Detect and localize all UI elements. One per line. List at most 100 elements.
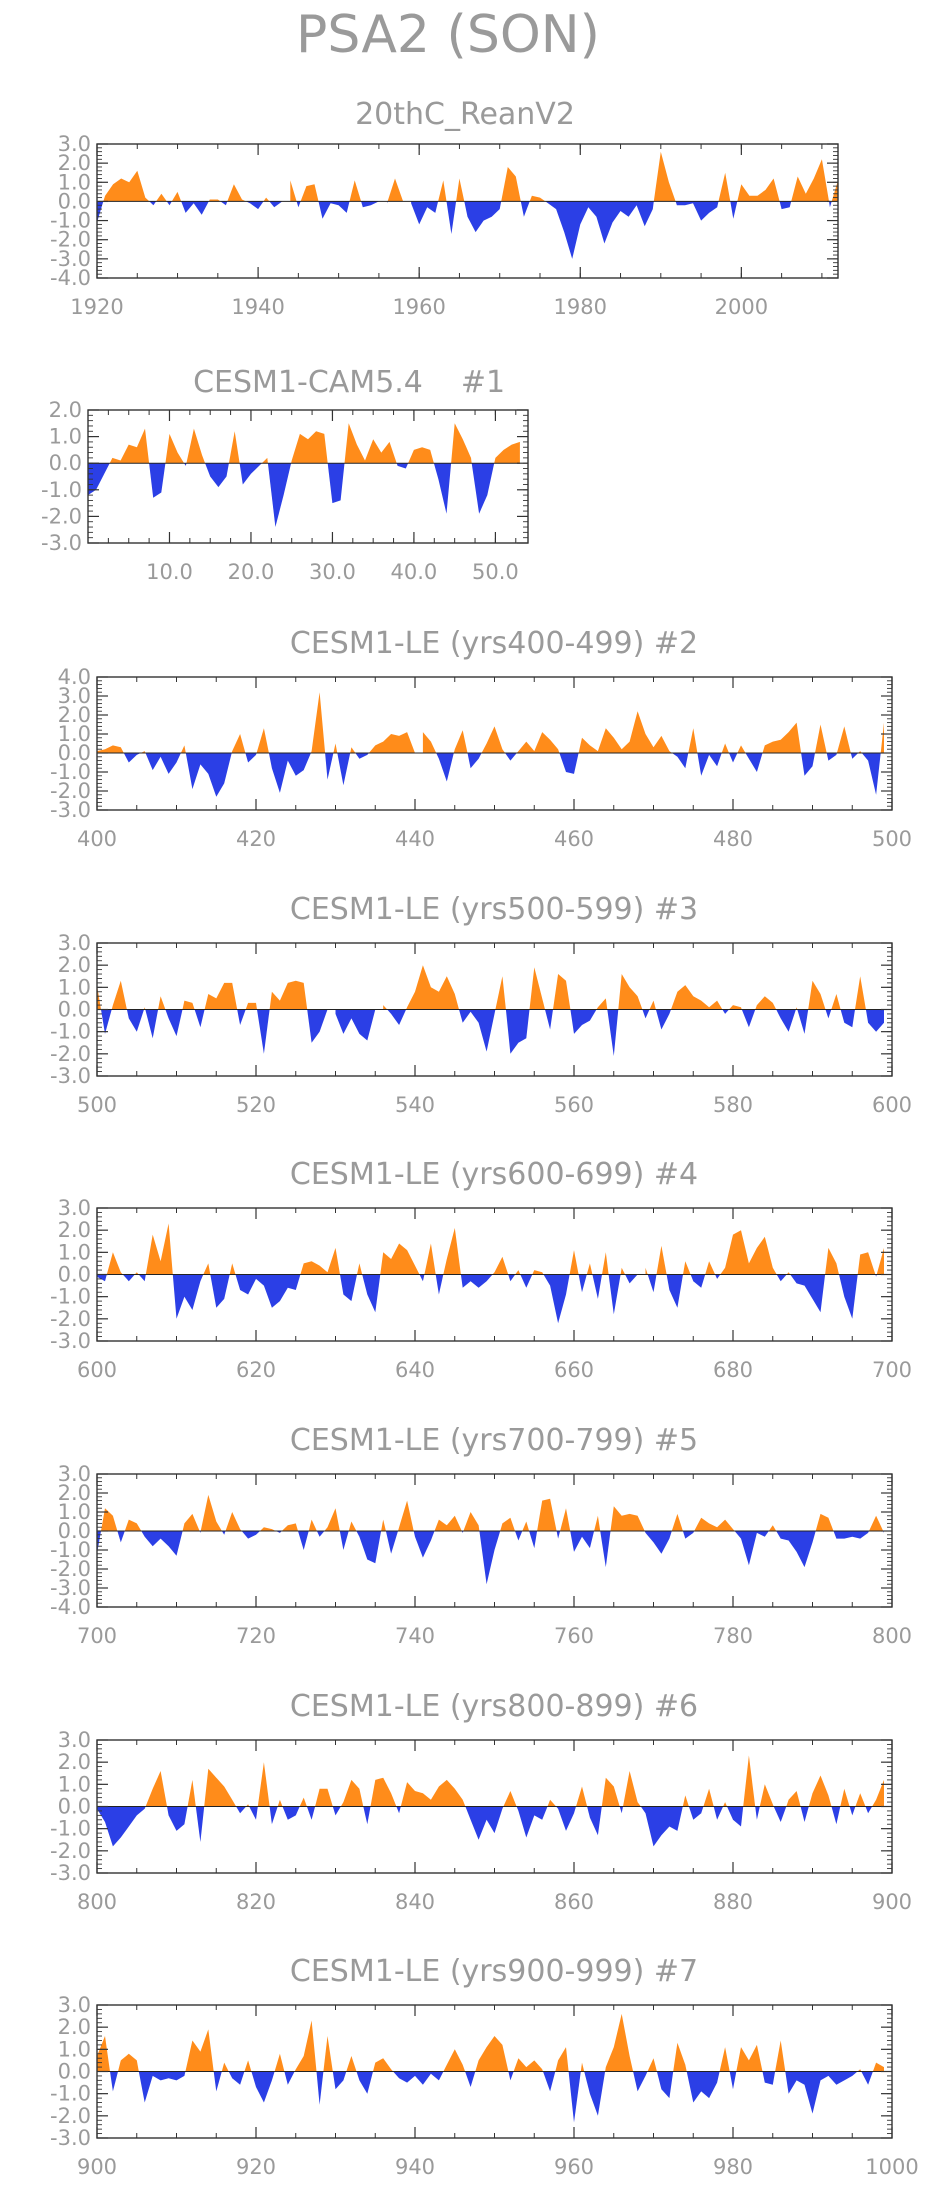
negative-area bbox=[545, 1009, 553, 1030]
positive-area bbox=[383, 1005, 388, 1010]
negative-area bbox=[195, 1806, 205, 1842]
positive-area bbox=[840, 1788, 850, 1807]
x-tick-label: 620 bbox=[236, 1358, 276, 1382]
negative-area bbox=[516, 1806, 548, 1838]
y-tick-label: -3.0 bbox=[50, 2126, 91, 2150]
positive-area bbox=[501, 167, 521, 202]
negative-area bbox=[464, 201, 502, 233]
y-tick-label: 1.0 bbox=[58, 1772, 91, 1796]
x-tick-label: 800 bbox=[872, 1624, 912, 1648]
negative-area bbox=[686, 2071, 720, 2103]
x-tick-label: 1960 bbox=[392, 295, 445, 319]
x-tick-label: 10.0 bbox=[146, 560, 193, 584]
y-tick-label: -4.0 bbox=[50, 266, 91, 290]
negative-area bbox=[97, 1274, 107, 1282]
positive-area bbox=[408, 447, 434, 464]
positive-area bbox=[683, 1261, 691, 1275]
positive-area bbox=[671, 1513, 683, 1531]
positive-area bbox=[208, 199, 221, 202]
positive-area bbox=[294, 2020, 317, 2072]
positive-area bbox=[723, 1802, 727, 1807]
plot-frame bbox=[96, 143, 839, 279]
negative-area bbox=[675, 201, 719, 221]
positive-area bbox=[737, 178, 780, 202]
positive-area bbox=[605, 2013, 634, 2072]
positive-area bbox=[373, 2058, 394, 2072]
positive-area bbox=[492, 1256, 509, 1275]
negative-area bbox=[296, 201, 301, 208]
positive-area bbox=[300, 184, 319, 202]
negative-area bbox=[849, 1806, 856, 1816]
negative-area bbox=[306, 1806, 316, 1820]
positive-area bbox=[737, 745, 746, 753]
negative-area bbox=[138, 2071, 186, 2103]
positive-area bbox=[171, 191, 182, 202]
negative-area bbox=[123, 753, 141, 763]
positive-area bbox=[576, 1786, 588, 1807]
negative-area bbox=[776, 1009, 796, 1032]
negative-area bbox=[325, 753, 334, 780]
panel-title: CESM1-CAM5.4 bbox=[193, 365, 423, 400]
negative-area bbox=[826, 753, 837, 761]
panel-title: CESM1-LE (yrs500-599) #3 bbox=[290, 892, 698, 927]
series-fill bbox=[97, 965, 884, 1056]
positive-area bbox=[350, 747, 356, 753]
negative-area bbox=[520, 1274, 533, 1288]
negative-area bbox=[633, 2071, 648, 2092]
negative-area bbox=[340, 1274, 357, 1302]
positive-area bbox=[775, 2040, 786, 2072]
y-tick-label: 1.0 bbox=[49, 425, 82, 449]
y-tick-label: -2.0 bbox=[50, 1839, 91, 1863]
positive-area bbox=[134, 1272, 139, 1275]
positive-area bbox=[180, 745, 186, 753]
negative-area bbox=[465, 1806, 504, 1840]
negative-area bbox=[385, 1531, 398, 1554]
positive-area bbox=[869, 1515, 884, 1531]
x-tick-label: 700 bbox=[77, 1624, 117, 1648]
positive-area bbox=[228, 431, 240, 464]
positive-area bbox=[204, 982, 238, 1010]
negative-area bbox=[194, 1009, 205, 1028]
negative-area bbox=[797, 1009, 809, 1034]
y-tick-label: 3.0 bbox=[58, 1462, 91, 1486]
x-tick-label: 860 bbox=[554, 1890, 594, 1914]
positive-area bbox=[158, 996, 166, 1010]
negative-area bbox=[205, 463, 229, 488]
y-tick-label: 2.0 bbox=[58, 703, 91, 727]
negative-area bbox=[249, 1806, 258, 1820]
negative-area bbox=[251, 2071, 275, 2103]
positive-area bbox=[653, 151, 676, 202]
negative-area bbox=[861, 2071, 873, 2085]
negative-area bbox=[166, 201, 172, 206]
negative-area bbox=[584, 2071, 606, 2116]
positive-area bbox=[759, 1784, 774, 1807]
negative-area bbox=[672, 753, 689, 769]
y-tick-label: -1.0 bbox=[50, 1020, 91, 1044]
positive-area bbox=[182, 1000, 195, 1010]
positive-area bbox=[537, 1498, 557, 1531]
negative-area bbox=[850, 753, 859, 759]
positive-area bbox=[443, 1228, 461, 1275]
series-fill bbox=[97, 151, 838, 259]
y-tick-label: 4.0 bbox=[58, 665, 91, 689]
positive-area bbox=[547, 1799, 557, 1807]
negative-area bbox=[185, 753, 232, 797]
x-tick-label: 740 bbox=[395, 1624, 435, 1648]
negative-area bbox=[361, 201, 379, 208]
y-tick-label: 2.0 bbox=[58, 1750, 91, 1774]
negative-area bbox=[467, 753, 482, 769]
positive-area bbox=[872, 1779, 884, 1807]
x-tick-label: 1980 bbox=[554, 295, 607, 319]
negative-area bbox=[831, 1806, 841, 1825]
positive-area bbox=[225, 1512, 242, 1531]
y-tick-label: 2.0 bbox=[58, 1218, 91, 1242]
negative-area bbox=[436, 753, 454, 782]
positive-area bbox=[705, 1261, 716, 1275]
negative-area bbox=[355, 753, 369, 759]
x-tick-label: 780 bbox=[713, 1624, 753, 1648]
y-tick-label: -2.0 bbox=[41, 504, 82, 528]
negative-area bbox=[465, 2071, 476, 2087]
y-tick-label: -3.0 bbox=[50, 1576, 91, 1600]
y-tick-label: -3.0 bbox=[41, 531, 82, 555]
negative-area bbox=[543, 2071, 556, 2092]
